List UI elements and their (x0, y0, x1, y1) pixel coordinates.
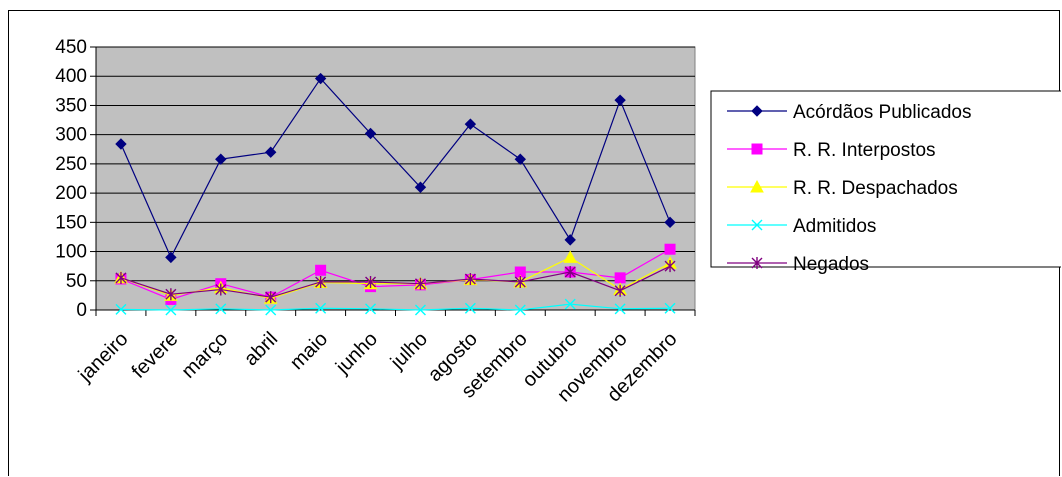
legend-marker (751, 257, 763, 269)
legend-marker (750, 179, 764, 193)
data-point (564, 266, 576, 279)
data-point (365, 303, 377, 315)
y-tick-label: 400 (55, 66, 87, 87)
series-line (120, 248, 671, 301)
series-line (120, 256, 671, 299)
data-point (514, 153, 526, 165)
data-point (514, 275, 526, 288)
data-point (314, 72, 327, 85)
legend-marker (751, 143, 763, 155)
series-line (120, 265, 671, 298)
data-point (365, 275, 377, 288)
data-point (564, 298, 576, 310)
data-point (614, 303, 626, 315)
x-category-label: junho (331, 328, 382, 379)
data-point (165, 288, 177, 301)
data-point (414, 304, 426, 316)
data-point (315, 264, 327, 276)
legend-label: Acórdãos Publicados (793, 102, 972, 123)
legend-item: R. R. Interpostos (727, 140, 936, 161)
data-point (215, 283, 227, 296)
series-0 (115, 72, 676, 264)
series-4 (115, 260, 676, 304)
data-point (215, 153, 227, 165)
data-point (115, 271, 127, 284)
legend-label: Negados (793, 254, 869, 275)
data-point (614, 272, 626, 284)
data-point (265, 304, 277, 316)
data-point (664, 260, 676, 273)
legend-marker (751, 105, 763, 117)
legend: Acórdãos Publicados R. R. Interpostos R. R… (710, 90, 1061, 275)
x-category-label: maio (286, 328, 332, 374)
y-tick-label: 300 (55, 125, 87, 146)
line-chart: 0 50 100 150 200 250 300 350 400 450 janeirofevere… (55, 37, 1061, 406)
x-category-label: fevere (128, 328, 183, 383)
data-point (464, 118, 477, 130)
data-point (464, 273, 476, 286)
y-tick-label: 250 (55, 154, 87, 175)
legend-label: R. R. Despachados (793, 178, 958, 199)
y-tick-label: 450 (55, 37, 87, 58)
y-tick-label: 200 (55, 183, 87, 204)
data-point (514, 304, 526, 316)
series-line (120, 303, 671, 311)
data-point (563, 250, 578, 263)
x-category-label: janeiro (74, 328, 133, 387)
legend-marker (751, 219, 763, 231)
x-category-label: abril (240, 328, 282, 370)
data-point (614, 94, 626, 106)
x-category-label: julho (386, 328, 432, 374)
data-point (364, 127, 377, 140)
data-point (664, 243, 676, 255)
data-point (315, 275, 327, 288)
data-point (115, 303, 127, 315)
y-tick-label: 150 (55, 212, 87, 233)
data-point (165, 251, 177, 264)
y-gridlines (96, 46, 695, 311)
legend-item: Acórdãos Publicados (727, 102, 972, 123)
data-point (315, 302, 327, 314)
series-line (120, 77, 671, 259)
data-point (115, 138, 127, 150)
data-point (165, 304, 177, 316)
data-point (564, 234, 576, 246)
y-axis: 0 50 100 150 200 250 300 350 400 450 (55, 37, 97, 321)
data-point (215, 303, 227, 315)
y-tick-label: 50 (66, 271, 87, 292)
data-point (664, 216, 676, 229)
chart-frame: 0 50 100 150 200 250 300 350 400 450 janeiro fevere… (8, 10, 1061, 476)
legend-item: Negados (727, 254, 869, 275)
legend-item: R. R. Despachados (727, 178, 958, 199)
y-tick-label: 350 (55, 95, 87, 116)
data-point (614, 284, 626, 297)
y-tick-label: 0 (76, 300, 87, 321)
data-point (265, 291, 277, 304)
y-tick-label: 100 (55, 242, 87, 263)
legend-label: Admitidos (793, 216, 876, 237)
x-category-label: março (177, 328, 232, 383)
data-point (414, 277, 426, 290)
data-point (414, 181, 427, 193)
data-point (664, 302, 676, 314)
legend-box (710, 90, 1061, 268)
series-3 (115, 298, 676, 316)
data-point (464, 302, 476, 314)
plot-area (95, 46, 696, 311)
legend-item: Admitidos (727, 216, 876, 237)
data-point (265, 146, 277, 158)
legend-label: R. R. Interpostos (793, 140, 936, 161)
